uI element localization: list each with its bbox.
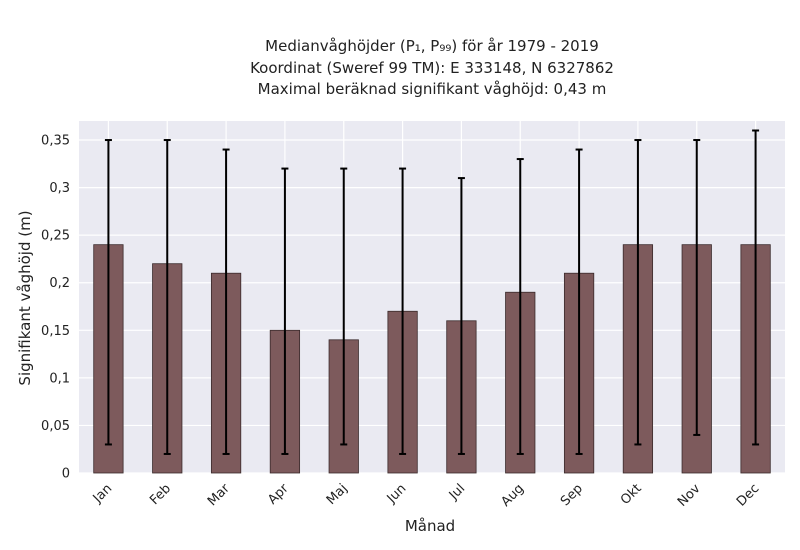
chart-title: Medianvåghöjder (P₁, P₉₉) för år 1979 - …	[250, 37, 614, 98]
error-bar	[457, 177, 465, 455]
x-tick-label: Maj	[324, 481, 351, 508]
x-tick-label: Aug	[499, 481, 528, 510]
error-bar	[693, 139, 701, 436]
y-tick-label: 0,25	[41, 229, 70, 244]
y-tick-label: 0,1	[49, 371, 70, 386]
y-tick-label: 0,15	[41, 324, 70, 339]
x-tick-label: Sep	[558, 481, 586, 509]
x-tick-label: Nov	[675, 481, 704, 510]
x-axis-ticks: Jan Feb Mar Apr Maj Jun Jul Aug Sep Okt Nov Dec	[90, 481, 763, 510]
y-axis-label: Signifikant våghöjd (m)	[16, 210, 34, 385]
error-bar	[575, 148, 583, 455]
chart-title-line-3: Maximal beräknad signifikant våghöjd: 0,…	[258, 80, 607, 98]
y-tick-label: 0,2	[49, 276, 70, 291]
x-tick-label: Okt	[618, 481, 645, 508]
chart-title-line-2: Koordinat (Sweref 99 TM): E 333148, N 63…	[250, 59, 614, 77]
error-bar	[634, 139, 642, 446]
x-tick-label: Apr	[265, 481, 292, 508]
error-bar	[399, 167, 407, 455]
y-tick-label: 0,35	[41, 134, 70, 149]
chart-title-line-1: Medianvåghöjder (P₁, P₉₉) för år 1979 - …	[265, 37, 599, 55]
y-tick-label: 0,05	[41, 419, 70, 434]
y-axis-ticks: 0 0,05 0,1 0,15 0,2 0,25 0,3 0,35	[41, 134, 70, 482]
error-bar	[222, 148, 230, 455]
x-axis-label: Månad	[405, 517, 455, 535]
y-tick-label: 0,3	[49, 181, 70, 196]
error-bar	[340, 167, 348, 446]
x-tick-label: Feb	[147, 481, 174, 508]
x-tick-label: Jan	[90, 481, 115, 506]
error-bar	[281, 167, 289, 455]
error-bar	[516, 158, 524, 455]
x-tick-label: Jul	[446, 481, 468, 503]
error-bars	[104, 129, 760, 455]
error-bar	[104, 139, 112, 446]
error-bar	[752, 129, 760, 446]
x-tick-label: Jun	[384, 481, 410, 507]
x-tick-label: Mar	[205, 481, 233, 509]
y-tick-label: 0	[62, 467, 70, 482]
error-bar	[163, 139, 171, 455]
plot-area	[79, 121, 785, 473]
x-tick-label: Dec	[734, 481, 762, 509]
